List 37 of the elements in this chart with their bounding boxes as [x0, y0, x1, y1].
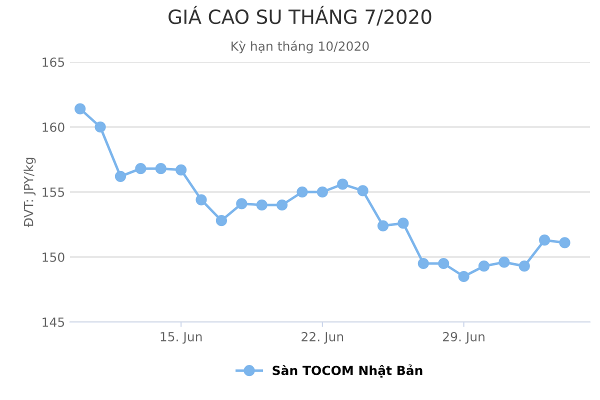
y-tick-label: 150 [42, 252, 64, 262]
point [176, 164, 187, 176]
point [94, 121, 106, 133]
point [114, 170, 126, 182]
point [438, 258, 450, 270]
point [357, 185, 368, 196]
point [458, 270, 470, 282]
x-tick-label: 22. Jun [302, 332, 344, 344]
y-tick-label: 145 [42, 318, 64, 327]
point [155, 163, 166, 174]
x-tick-label: 29. Jun [443, 332, 484, 344]
y-tick-label: 165 [42, 57, 64, 67]
point [296, 186, 308, 198]
chart-subtitle: Kỳ hạn tháng 10/2020 [232, 40, 369, 54]
point [418, 258, 429, 270]
point [398, 218, 409, 229]
point [478, 260, 490, 272]
point [236, 198, 248, 210]
point [337, 178, 348, 190]
point [377, 220, 389, 232]
point [518, 260, 530, 272]
y-tick-label: 160 [42, 122, 64, 132]
point [316, 186, 328, 198]
y-axis-title: ĐVT: JPY/kg [24, 158, 36, 228]
point [74, 103, 86, 114]
point [196, 194, 207, 206]
y-tick-label: 155 [42, 188, 64, 197]
legend-label: Sàn TOCOM Nhật Bản [272, 364, 422, 378]
chart-title: GIÁ CAO SU THÁNG 7/2020 [168, 6, 432, 26]
point [276, 199, 288, 211]
point [216, 215, 228, 226]
x-tick-label: 15. Jun [160, 332, 202, 344]
point [559, 237, 570, 248]
point [539, 234, 550, 246]
point [135, 163, 146, 174]
point [256, 199, 268, 211]
point [498, 256, 510, 268]
